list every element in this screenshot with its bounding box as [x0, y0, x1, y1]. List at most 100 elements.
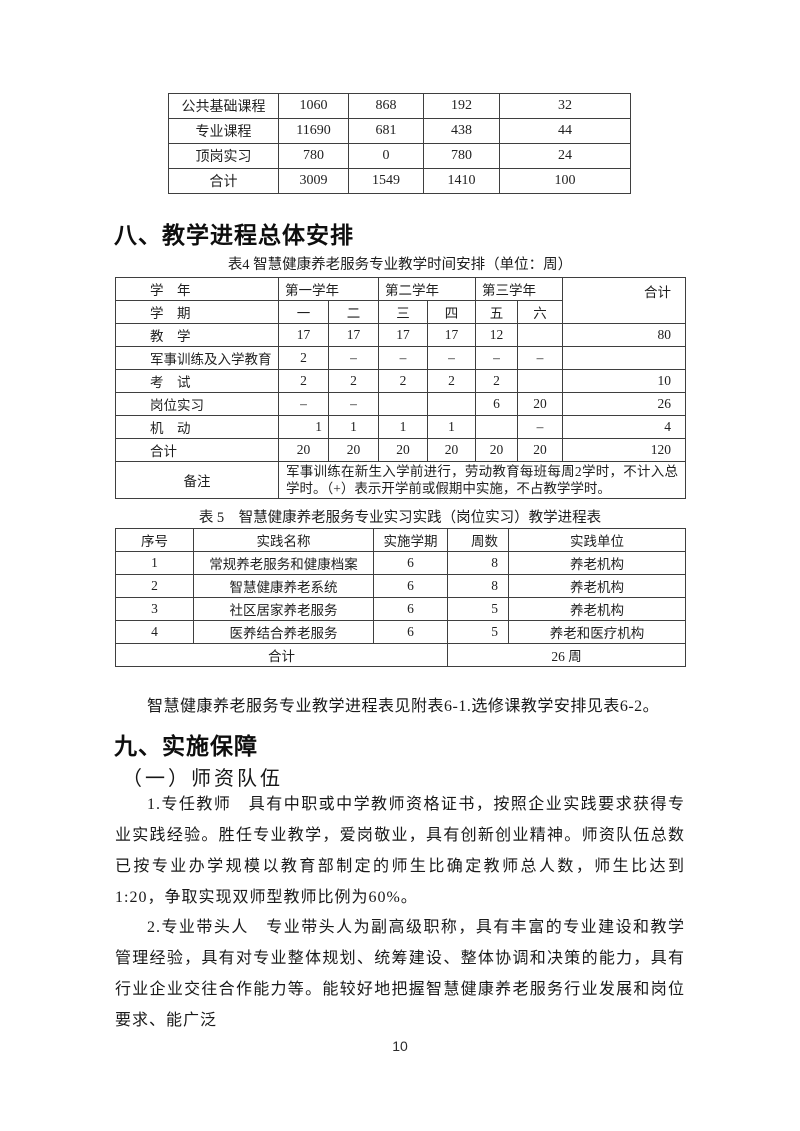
- index-cell: 4: [115, 620, 194, 644]
- course-hours-summary-table: 公共基础课程 1060 868 192 32 专业课程 11690 681 43…: [168, 93, 631, 194]
- term-cell: 四: [427, 300, 476, 324]
- index-cell: 1: [115, 551, 194, 575]
- index-cell: 2: [115, 574, 194, 598]
- value-cell: 1: [278, 415, 329, 439]
- remark-label-cell: 备注: [115, 461, 279, 499]
- value-cell: 2: [278, 346, 329, 370]
- value-cell: [378, 392, 428, 416]
- table-total-row: 合计 3009 1549 1410 100: [168, 168, 631, 194]
- value-cell: –: [328, 346, 379, 370]
- table-row-flexible: 机 动 1 1 1 1 – 4: [115, 415, 686, 439]
- value-cell: 20: [427, 438, 476, 462]
- value-cell: 0: [348, 143, 424, 169]
- value-cell: –: [517, 415, 563, 439]
- term-cell: 五: [475, 300, 518, 324]
- value-cell: 24: [499, 143, 631, 169]
- value-cell: 2: [278, 369, 329, 393]
- value-cell: –: [378, 346, 428, 370]
- value-cell: –: [475, 346, 518, 370]
- value-cell: [475, 415, 518, 439]
- table-row: 2 智慧健康养老系统 6 8 养老机构: [115, 574, 686, 598]
- total-cell: 4: [562, 415, 686, 439]
- subsection-heading-faculty: （一）师资队伍: [122, 768, 283, 790]
- value-cell: 20: [517, 438, 563, 462]
- unit-cell: 养老机构: [508, 551, 686, 575]
- value-cell: 20: [517, 392, 563, 416]
- paragraph-fulltime-teachers: 1.专任教师 具有中职或中学教师资格证书，按照企业实践要求获得专业实践经验。胜任…: [115, 796, 685, 906]
- table-row-internship: 岗位实习 – – 6 20 26: [115, 392, 686, 416]
- header-cell: 实践名称: [193, 528, 374, 552]
- header-cell: 实践单位: [508, 528, 686, 552]
- term-cell: 6: [373, 551, 448, 575]
- value-cell: 17: [378, 323, 428, 347]
- value-cell: [517, 369, 563, 393]
- table-row: 4 医养结合养老服务 6 5 养老和医疗机构: [115, 620, 686, 644]
- value-cell: –: [278, 392, 329, 416]
- table-row: 3 社区居家养老服务 6 5 养老机构: [115, 597, 686, 621]
- total-label-cell: 合计: [115, 643, 448, 667]
- value-cell: 100: [499, 168, 631, 194]
- value-cell: 868: [348, 93, 424, 119]
- term-cell: 三: [378, 300, 428, 324]
- table4-caption: 表4 智慧健康养老服务专业教学时间安排（单位：周）: [227, 257, 573, 273]
- value-cell: 1410: [423, 168, 500, 194]
- header-cell: 周数: [447, 528, 509, 552]
- weeks-cell: 8: [447, 574, 509, 598]
- term-cell: 二: [328, 300, 379, 324]
- weeks-cell: 5: [447, 620, 509, 644]
- year-cell: 第三学年: [475, 277, 563, 301]
- total-cell: 26: [562, 392, 686, 416]
- value-cell: 2: [328, 369, 379, 393]
- value-cell: 44: [499, 118, 631, 144]
- value-cell: 20: [378, 438, 428, 462]
- table-total-row: 合计 20 20 20 20 20 20 120: [115, 438, 686, 462]
- table-total-row: 合计 26 周: [115, 643, 686, 667]
- row-label-cell: 公共基础课程: [168, 93, 279, 119]
- remark-row: 备注 军事训练在新生入学前进行，劳动教育每班每周2学时，不计入总学时。（+）表示…: [115, 461, 686, 499]
- value-cell: 20: [475, 438, 518, 462]
- practice-name-cell: 常规养老服务和健康档案: [193, 551, 374, 575]
- header-cell: 实施学期: [373, 528, 448, 552]
- value-cell: 780: [423, 143, 500, 169]
- value-cell: 3009: [278, 168, 349, 194]
- term-cell: 6: [373, 574, 448, 598]
- remark-text-cell: 军事训练在新生入学前进行，劳动教育每班每周2学时，不计入总学时。（+）表示开学前…: [278, 461, 686, 499]
- table-row: 公共基础课程 1060 868 192 32: [168, 93, 631, 119]
- weeks-cell: 5: [447, 597, 509, 621]
- value-cell: 11690: [278, 118, 349, 144]
- row-label-cell: 顶岗实习: [168, 143, 279, 169]
- header-cell: 序号: [115, 528, 194, 552]
- unit-cell: 养老机构: [508, 597, 686, 621]
- practice-name-cell: 智慧健康养老系统: [193, 574, 374, 598]
- term-cell: 6: [373, 597, 448, 621]
- row-label-cell: 教 学: [115, 323, 279, 347]
- value-cell: –: [517, 346, 563, 370]
- section-heading-9: 九、实施保障: [114, 733, 258, 759]
- row-label-cell: 考 试: [115, 369, 279, 393]
- table-row: 1 常规养老服务和健康档案 6 8 养老机构: [115, 551, 686, 575]
- year-header-row: 学 年 第一学年 第二学年 第三学年 合计: [115, 277, 686, 324]
- page-number: 10: [392, 1038, 408, 1054]
- table-row: 专业课程 11690 681 438 44: [168, 118, 631, 144]
- value-cell: 780: [278, 143, 349, 169]
- value-cell: 681: [348, 118, 424, 144]
- row-label-cell: 合计: [168, 168, 279, 194]
- value-cell: 438: [423, 118, 500, 144]
- term-label-cell: 学 期: [115, 300, 279, 324]
- row-label-cell: 合计: [115, 438, 279, 462]
- total-cell: 120: [562, 438, 686, 462]
- total-cell: 10: [562, 369, 686, 393]
- value-cell: 1: [328, 415, 379, 439]
- value-cell: –: [328, 392, 379, 416]
- value-cell: [517, 323, 563, 347]
- practice-name-cell: 社区居家养老服务: [193, 597, 374, 621]
- table-row: 顶岗实习 780 0 780 24: [168, 143, 631, 169]
- term-header-row: 学 期 一 二 三 四 五 六: [115, 300, 686, 324]
- value-cell: 6: [475, 392, 518, 416]
- year-cell: 第二学年: [378, 277, 476, 301]
- row-label-cell: 军事训练及入学教育: [115, 346, 279, 370]
- section-heading-8: 八、教学进程总体安排: [114, 222, 354, 248]
- index-cell: 3: [115, 597, 194, 621]
- value-cell: 1: [378, 415, 428, 439]
